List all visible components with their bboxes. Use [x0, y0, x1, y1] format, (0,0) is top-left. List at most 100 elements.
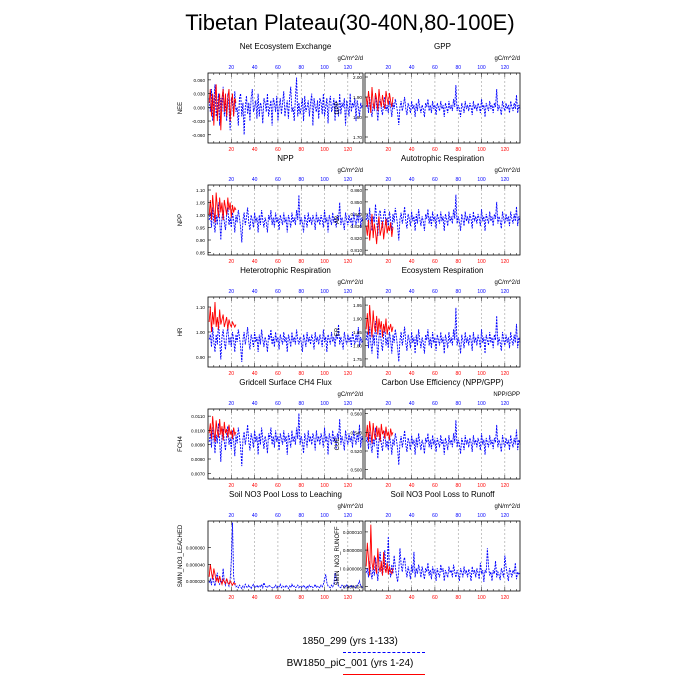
- x-tick-label-bottom: 120: [501, 259, 510, 265]
- y-tick-label: 0.520: [351, 449, 363, 454]
- chart-panel-8: Carbon Use Efficiency (NPP/GPP) NPP/GPP CU…: [335, 378, 521, 489]
- plot-frame: [207, 184, 364, 256]
- x-tick-label-bottom: 40: [409, 259, 415, 265]
- x-tick-label-bottom: 80: [298, 483, 304, 489]
- y-tick-label: 0.540: [351, 430, 363, 435]
- chart-unit-label: gN/m^2/d: [338, 504, 364, 510]
- y-tick-label: 0.000004: [343, 584, 363, 589]
- legend-label-series-b: BW1850_piC_001 (yrs 1-24): [286, 658, 414, 669]
- y-tick-label: 0.860: [351, 188, 363, 193]
- chart-title: Gridcell Surface CH4 Flux: [239, 378, 331, 387]
- y-tick-label: 1.05: [196, 201, 205, 206]
- series-line-1850-299: [365, 84, 521, 126]
- x-tick-label-bottom: 60: [432, 483, 438, 489]
- x-tick-label-bottom: 40: [409, 147, 415, 153]
- x-tick-label-top: 120: [501, 177, 510, 183]
- y-tick-label: 1.00: [196, 330, 205, 335]
- x-tick-label-top: 120: [501, 289, 510, 295]
- x-tick-label-top: 40: [252, 401, 258, 407]
- x-tick-label-top: 100: [320, 513, 329, 519]
- x-tick-label-bottom: 80: [455, 483, 461, 489]
- series-line-1850-299: [365, 420, 521, 466]
- x-tick-label-top: 40: [252, 289, 258, 295]
- y-axis-label: AR: [335, 215, 341, 224]
- x-tick-label-bottom: 80: [455, 259, 461, 265]
- x-tick-label-top: 80: [455, 513, 461, 519]
- legend-label-series-a: 1850_299 (yrs 1-133): [302, 636, 398, 647]
- x-tick-label-bottom: 20: [386, 595, 392, 601]
- x-tick-label-bottom: 40: [252, 483, 258, 489]
- x-tick-label-bottom: 40: [252, 371, 258, 377]
- x-tick-label-bottom: 100: [477, 371, 486, 377]
- x-tick-label-top: 80: [455, 401, 461, 407]
- x-tick-label-bottom: 100: [320, 371, 329, 377]
- x-tick-label-top: 20: [229, 177, 235, 183]
- x-tick-label-bottom: 100: [320, 595, 329, 601]
- x-tick-label-top: 20: [386, 513, 392, 519]
- chart-title: Carbon Use Efficiency (NPP/GPP): [381, 378, 503, 387]
- chart-unit-label: gC/m^2/d: [338, 168, 364, 174]
- plot-frame: [364, 520, 521, 592]
- x-tick-label-top: 40: [409, 65, 415, 71]
- series-line-1850-299: [365, 194, 521, 241]
- series-line-bw1850-pic-001: [208, 192, 237, 223]
- page-title: Tibetan Plateau(30-40N,80-100E): [185, 10, 515, 35]
- y-tick-label: 0.90: [196, 355, 205, 360]
- chart-unit-label: gC/m^2/d: [338, 56, 364, 62]
- series-line-bw1850-pic-001: [208, 301, 237, 333]
- y-tick-label: 0.000: [194, 105, 206, 110]
- chart-title: Soil NO3 Pool Loss to Runoff: [391, 490, 496, 499]
- x-tick-label-bottom: 20: [386, 483, 392, 489]
- y-axis-label: HR: [178, 327, 184, 336]
- x-tick-label-bottom: 100: [320, 147, 329, 153]
- y-axis-label: SMIN_NO3_LEACHED: [178, 524, 184, 587]
- x-tick-label-top: 100: [320, 401, 329, 407]
- x-tick-label-top: 60: [432, 401, 438, 407]
- x-tick-label-bottom: 120: [344, 259, 353, 265]
- x-tick-label-bottom: 60: [275, 595, 281, 601]
- x-tick-label-bottom: 120: [344, 371, 353, 377]
- x-tick-label-bottom: 40: [409, 483, 415, 489]
- x-tick-label-bottom: 120: [344, 483, 353, 489]
- x-tick-label-bottom: 20: [386, 371, 392, 377]
- x-tick-label-top: 80: [298, 401, 304, 407]
- y-tick-label: 0.95: [196, 226, 205, 231]
- x-tick-label-bottom: 20: [386, 147, 392, 153]
- x-tick-label-bottom: 40: [252, 595, 258, 601]
- y-tick-label: 1.80: [353, 115, 362, 120]
- y-tick-label: 0.850: [351, 200, 363, 205]
- x-tick-label-bottom: 100: [477, 259, 486, 265]
- x-tick-label-bottom: 120: [501, 483, 510, 489]
- y-tick-label: 1.00: [196, 213, 205, 218]
- chart-title: Autotrophic Respiration: [401, 154, 484, 163]
- plot-frame: [364, 408, 521, 480]
- x-tick-label-top: 80: [455, 289, 461, 295]
- plot-frame: [364, 296, 521, 368]
- x-tick-label-top: 80: [298, 513, 304, 519]
- y-tick-label: 2.00: [353, 75, 362, 80]
- chart-panel-2: GPP gC/m^2/d GPP 2.00 1.90 1.80 1.70 20 20 40 40 60…: [335, 42, 521, 153]
- chart-panel-3: NPP gC/m^2/d NPP 1.10 1.05 1.00 0.95 0.90 0.85 20…: [178, 154, 364, 265]
- x-tick-label-top: 100: [477, 513, 486, 519]
- x-tick-label-bottom: 120: [501, 147, 510, 153]
- chart-title: NPP: [277, 154, 293, 163]
- chart-title: GPP: [434, 42, 451, 51]
- x-tick-label-bottom: 20: [229, 595, 235, 601]
- x-tick-label-bottom: 80: [455, 371, 461, 377]
- x-tick-label-top: 60: [432, 177, 438, 183]
- x-tick-label-bottom: 60: [432, 259, 438, 265]
- y-tick-label: 0.560: [351, 412, 363, 417]
- y-tick-label: 1.70: [353, 135, 362, 140]
- y-tick-label: 1.10: [196, 305, 205, 310]
- x-tick-label-bottom: 60: [275, 147, 281, 153]
- x-tick-label-bottom: 80: [298, 259, 304, 265]
- x-tick-label-bottom: 120: [344, 147, 353, 153]
- series-line-bw1850-pic-001: [365, 524, 394, 576]
- x-tick-label-top: 40: [409, 177, 415, 183]
- y-axis-label: GPP: [335, 102, 341, 115]
- x-tick-label-top: 60: [275, 289, 281, 295]
- x-tick-label-bottom: 60: [275, 371, 281, 377]
- y-tick-label: 1.75: [353, 357, 362, 362]
- y-axis-label: ER: [335, 327, 341, 336]
